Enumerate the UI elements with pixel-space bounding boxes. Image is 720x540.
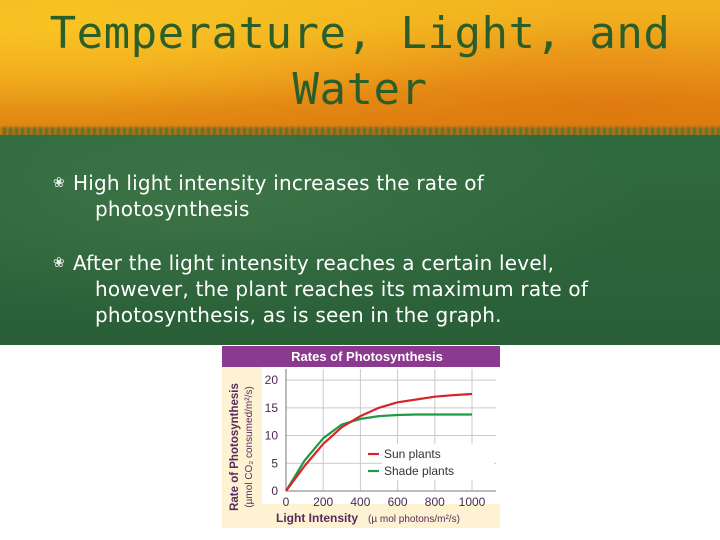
chart-legend: Sun plants Shade plants — [368, 444, 494, 480]
leaf-bullet-icon: ❀ — [53, 255, 65, 271]
x-tick-label: 1000 — [459, 495, 486, 509]
y-tick-label: 5 — [271, 456, 278, 470]
x-tick-label: 200 — [313, 495, 333, 509]
bullet-1-line-2: photosynthesis — [95, 197, 250, 221]
chart-title: Rates of Photosynthesis — [291, 349, 443, 364]
chart-svg: Rates of Photosynthesis Rate of Photosyn… — [222, 346, 500, 528]
series-line-shade-plants — [285, 413, 472, 492]
y-tick-label: 0 — [271, 484, 278, 498]
leaf-bullet-icon: ❀ — [53, 175, 65, 191]
bullet-2-line-1: After the light intensity reaches a cert… — [73, 251, 555, 275]
content-background — [0, 135, 720, 345]
slide-title-line-1: Temperature, Light, and — [49, 8, 671, 59]
chart-left-strip — [222, 367, 262, 528]
x-tick-label: 0 — [283, 495, 290, 509]
bullet-point-1: ❀ High light intensity increases the rat… — [53, 170, 673, 222]
x-tick-label: 800 — [425, 495, 445, 509]
y-tick-label: 15 — [265, 401, 279, 415]
x-axis-label-unit: (µ mol photons/m²/s) — [368, 514, 460, 525]
slide-title: Temperature, Light, and Water — [0, 6, 720, 118]
y-axis-label-main: Rate of Photosynthesis — [229, 383, 241, 511]
data-series — [285, 392, 473, 492]
title-banner: Temperature, Light, and Water — [0, 0, 720, 135]
x-tick-label: 400 — [350, 495, 370, 509]
legend-label-sun-plants: Sun plants — [384, 447, 441, 461]
photosynthesis-chart: Rates of Photosynthesis Rate of Photosyn… — [222, 346, 500, 528]
x-tick-label: 600 — [388, 495, 408, 509]
legend-box — [382, 444, 494, 480]
y-tick-label: 20 — [265, 373, 279, 387]
bullet-2-line-3: photosynthesis, as is seen in the graph. — [95, 303, 502, 327]
y-axis-label-unit: (µmol CO₂ consumed/m²/s) — [244, 386, 255, 507]
bullet-point-2: ❀ After the light intensity reaches a ce… — [53, 250, 673, 328]
y-tick-label: 10 — [265, 429, 279, 443]
chart-bottom-strip — [222, 504, 500, 528]
chart-header-bar — [222, 346, 500, 367]
bullet-1-line-1: High light intensity increases the rate … — [73, 171, 484, 195]
series-line-sun-plants — [285, 392, 473, 492]
tick-labels: 0 200 400 600 800 1000 0 5 10 15 20 — [265, 373, 486, 509]
slide-title-line-2: Water — [292, 64, 428, 115]
legend-label-shade-plants: Shade plants — [384, 464, 454, 478]
x-axis-label-main: Light Intensity — [276, 511, 358, 525]
bullet-2-line-2: however, the plant reaches its maximum r… — [95, 277, 589, 301]
